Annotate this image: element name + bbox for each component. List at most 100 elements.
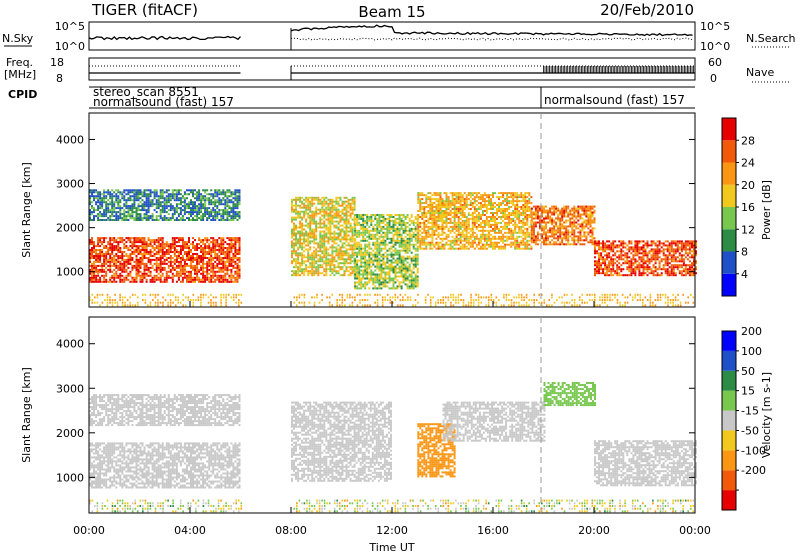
heatmap-cell <box>356 278 358 280</box>
heatmap-cell <box>95 259 97 261</box>
heatmap-cell <box>237 271 239 273</box>
heatmap-cell <box>99 261 101 263</box>
heatmap-cell <box>374 287 376 289</box>
heatmap-cell <box>389 287 391 289</box>
heatmap-cell <box>448 236 450 238</box>
cpid-label: CPID <box>8 88 37 101</box>
heatmap-cell <box>180 189 182 191</box>
heatmap-cell <box>140 219 142 221</box>
heatmap-cell <box>407 285 409 287</box>
heatmap-cell <box>504 200 506 202</box>
heatmap-cell <box>162 201 164 203</box>
heatmap-cell <box>446 242 448 244</box>
heatmap-cell <box>307 225 309 227</box>
heatmap-cell <box>409 285 411 287</box>
heatmap-cell <box>224 213 226 215</box>
heatmap-cell <box>230 211 232 213</box>
heatmap-cell <box>115 261 117 263</box>
heatmap-cell <box>99 253 101 255</box>
heatmap-cell <box>204 279 206 281</box>
heatmap-cell <box>506 204 508 206</box>
heatmap-cell <box>429 226 431 228</box>
heatmap-cell <box>295 254 297 256</box>
heatmap-cell <box>186 263 188 265</box>
heatmap-cell <box>216 211 218 213</box>
heatmap-cell <box>433 222 435 224</box>
heatmap-cell <box>166 253 168 255</box>
heatmap-cell <box>450 226 452 228</box>
heatmap-cell <box>374 281 376 283</box>
heatmap-cell <box>105 201 107 203</box>
heatmap-cell <box>172 215 174 217</box>
heatmap-cell <box>172 257 174 259</box>
heatmap-cell <box>208 207 210 209</box>
heatmap-cell <box>421 236 423 238</box>
heatmap-cell <box>452 212 454 214</box>
heatmap-cell <box>409 218 411 220</box>
heatmap-cell <box>358 222 360 224</box>
heatmap-cell <box>166 203 168 205</box>
heatmap-cell <box>164 209 166 211</box>
heatmap-cell <box>299 211 301 213</box>
heatmap-cell <box>417 226 419 228</box>
heatmap-cell <box>154 203 156 205</box>
heatmap-cell <box>168 201 170 203</box>
heatmap-cell <box>220 247 222 249</box>
heatmap-cell <box>113 269 115 271</box>
heatmap-cell <box>386 228 388 230</box>
heatmap-cell <box>366 281 368 283</box>
heatmap-cell <box>458 192 460 194</box>
heatmap-cell <box>99 255 101 257</box>
heatmap-cell <box>421 242 423 244</box>
heatmap-cell <box>488 220 490 222</box>
heatmap-cell <box>194 281 196 283</box>
heatmap-cell <box>460 202 462 204</box>
heatmap-cell <box>216 199 218 201</box>
heatmap-cell <box>460 192 462 194</box>
heatmap-cell <box>133 219 135 221</box>
heatmap-cell <box>307 215 309 217</box>
heatmap-cell <box>140 279 142 281</box>
heatmap-cell <box>140 245 142 247</box>
heatmap-cell <box>146 281 148 283</box>
heatmap-cell <box>442 248 444 250</box>
heatmap-cell <box>101 207 103 209</box>
heatmap-cell <box>423 210 425 212</box>
heatmap-cell <box>323 250 325 252</box>
heatmap-cell <box>115 273 117 275</box>
heatmap-cell <box>454 228 456 230</box>
heatmap-cell <box>321 264 323 266</box>
heatmap-cell <box>164 279 166 281</box>
heatmap-cell <box>348 215 350 217</box>
heatmap-cell <box>299 264 301 266</box>
heatmap-cell <box>462 244 464 246</box>
heatmap-cell <box>476 226 478 228</box>
heatmap-cell <box>97 193 99 195</box>
heatmap-cell <box>190 251 192 253</box>
heatmap-cell <box>427 230 429 232</box>
heatmap-cell <box>133 281 135 283</box>
heatmap-cell <box>338 256 340 258</box>
heatmap-cell <box>376 250 378 252</box>
heatmap-cell <box>97 275 99 277</box>
heatmap-cell <box>305 264 307 266</box>
heatmap-cell <box>321 197 323 199</box>
heatmap-cell <box>97 279 99 281</box>
heatmap-cell <box>239 249 241 251</box>
heatmap-cell <box>230 281 232 283</box>
heatmap-cell <box>192 205 194 207</box>
heatmap-cell <box>194 201 196 203</box>
heatmap-cell <box>226 269 228 271</box>
heatmap-cell <box>425 230 427 232</box>
heatmap-cell <box>220 245 222 247</box>
heatmap-cell <box>176 205 178 207</box>
heatmap-cell <box>407 276 409 278</box>
heatmap-cell <box>486 210 488 212</box>
heatmap-cell <box>176 267 178 269</box>
heatmap-cell <box>354 244 356 246</box>
heatmap-cell <box>307 238 309 240</box>
heatmap-cell <box>216 255 218 257</box>
heatmap-cell <box>121 279 123 281</box>
heatmap-cell <box>403 244 405 246</box>
heatmap-cell <box>146 263 148 265</box>
